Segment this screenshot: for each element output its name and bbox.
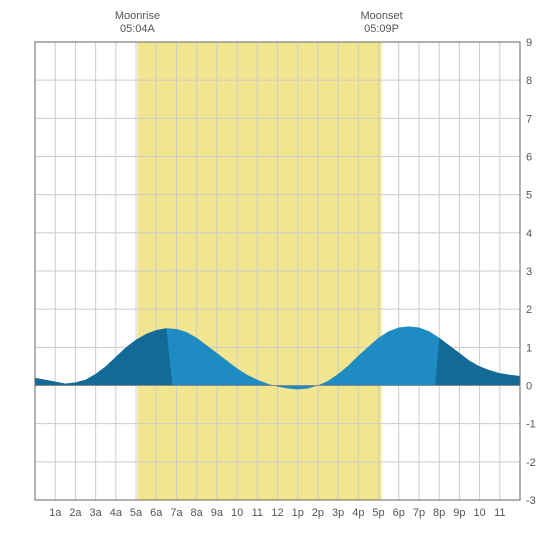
x-tick-label: 9p [453,507,465,519]
y-tick-label: 1 [526,342,532,354]
x-tick-label: 6a [150,507,163,519]
x-tick-label: 2p [312,507,324,519]
moonset-time: 05:09P [360,23,402,36]
x-tick-label: 10 [473,507,485,519]
moonset-label: Moonset [360,10,402,23]
moonrise-time: 05:04A [115,23,160,36]
y-tick-label: 2 [526,304,532,316]
y-tick-label: 8 [526,75,532,87]
x-tick-label: 3p [332,507,344,519]
x-tick-label: 6p [393,507,405,519]
x-tick-label: 1a [49,507,62,519]
y-tick-label: 5 [526,190,532,202]
y-tick-label: -1 [526,419,536,431]
y-tick-label: -2 [526,457,536,469]
x-tick-label: 3a [90,507,103,519]
x-tick-label: 8p [433,507,445,519]
moon-annotations: Moonrise 05:04A Moonset 05:09P [10,10,540,40]
x-tick-label: 11 [252,507,263,519]
moonset-annotation: Moonset 05:09P [360,10,402,36]
x-tick-label: 5a [130,507,143,519]
x-tick-label: 8a [191,507,204,519]
x-tick-label: 5p [372,507,384,519]
x-tick-label: 4p [352,507,364,519]
y-tick-label: 0 [526,381,532,393]
y-tick-label: -3 [526,495,536,507]
x-tick-label: 9a [211,507,224,519]
chart-svg: -3-2-101234567891a2a3a4a5a6a7a8a9a101112… [10,10,540,540]
x-tick-label: 4a [110,507,123,519]
y-tick-label: 3 [526,266,532,278]
y-tick-label: 6 [526,152,532,164]
x-tick-label: 7a [170,507,183,519]
moonrise-label: Moonrise [115,10,160,23]
tide-chart: Moonrise 05:04A Moonset 05:09P -3-2-1012… [10,10,540,540]
x-tick-label: 1p [292,507,304,519]
x-tick-label: 11 [494,507,505,519]
x-tick-label: 10 [231,507,243,519]
y-tick-label: 4 [526,228,532,240]
moonrise-annotation: Moonrise 05:04A [115,10,160,36]
x-tick-label: 7p [413,507,425,519]
x-tick-label: 2a [69,507,82,519]
y-tick-label: 7 [526,113,532,125]
x-tick-label: 12 [271,507,283,519]
